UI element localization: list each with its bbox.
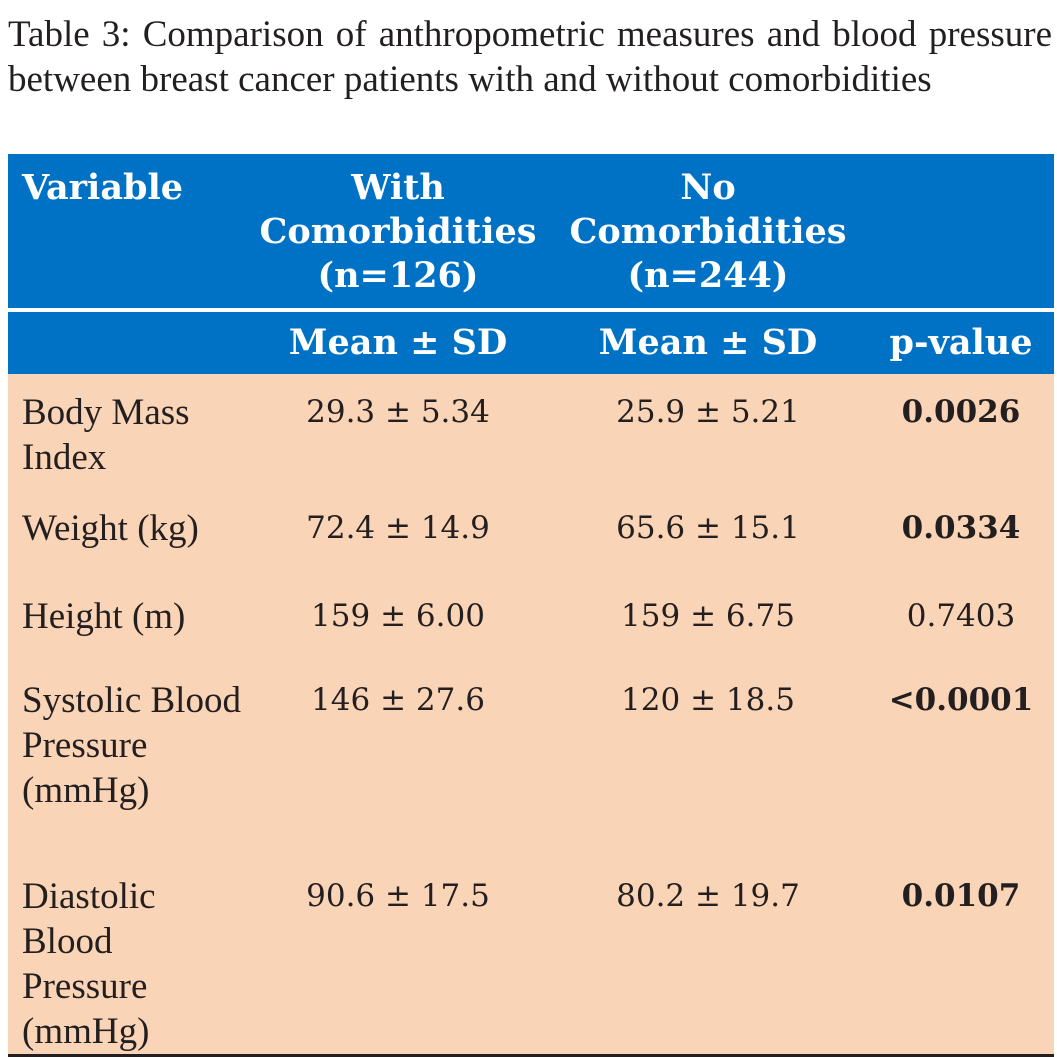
table-header: Variable With Comorbidities (n=126) No C…	[8, 154, 1054, 374]
row-variable: Body Mass Index	[8, 374, 248, 490]
row-with-value: 159 ± 6.00	[248, 578, 548, 662]
row-without-value: 25.9 ± 5.21	[548, 374, 868, 490]
header-row-stats: Mean ± SD Mean ± SD p-value	[8, 308, 1054, 374]
row-with-value: 90.6 ± 17.5	[248, 858, 548, 1057]
table-body: Body Mass Index 29.3 ± 5.34 25.9 ± 5.21 …	[8, 374, 1054, 1057]
row-p-value: 0.0026	[868, 374, 1054, 490]
table-caption: Table 3: Comparison of anthropometric me…	[8, 14, 1052, 100]
row-with-value: 72.4 ± 14.9	[248, 490, 548, 578]
row-p-value: <0.0001	[868, 662, 1054, 858]
row-without-value: 159 ± 6.75	[548, 578, 868, 662]
header-stat-blank	[8, 308, 248, 374]
header-blank	[868, 154, 1054, 310]
header-variable: Variable	[8, 154, 248, 310]
row-p-value: 0.0107	[868, 858, 1054, 1057]
row-p-value: 0.0334	[868, 490, 1054, 578]
table-row: Systolic Blood Pressure (mmHg) 146 ± 27.…	[8, 662, 1054, 858]
row-without-value: 65.6 ± 15.1	[548, 490, 868, 578]
row-variable: Systolic Blood Pressure (mmHg)	[8, 662, 248, 858]
table-row: Height (m) 159 ± 6.00 159 ± 6.75 0.7403	[8, 578, 1054, 662]
header-with-comorbidities: With Comorbidities (n=126)	[248, 154, 548, 310]
header-with-mean-sd: Mean ± SD	[248, 308, 548, 374]
table-row: Weight (kg) 72.4 ± 14.9 65.6 ± 15.1 0.03…	[8, 490, 1054, 578]
row-variable: Weight (kg)	[8, 490, 248, 578]
row-variable: Diastolic Blood Pressure (mmHg)	[8, 858, 248, 1057]
header-p-value: p-value	[868, 308, 1054, 374]
table-row: Diastolic Blood Pressure (mmHg) 90.6 ± 1…	[8, 858, 1054, 1057]
header-no-mean-sd: Mean ± SD	[548, 308, 868, 374]
comparison-table: Variable With Comorbidities (n=126) No C…	[8, 154, 1054, 1057]
header-no-comorbidities: No Comorbidities (n=244)	[548, 154, 868, 310]
table-row: Body Mass Index 29.3 ± 5.34 25.9 ± 5.21 …	[8, 374, 1054, 490]
row-with-value: 146 ± 27.6	[248, 662, 548, 858]
row-without-value: 80.2 ± 19.7	[548, 858, 868, 1057]
row-with-value: 29.3 ± 5.34	[248, 374, 548, 490]
row-p-value: 0.7403	[868, 578, 1054, 662]
row-variable: Height (m)	[8, 578, 248, 662]
row-without-value: 120 ± 18.5	[548, 662, 868, 858]
header-row-groups: Variable With Comorbidities (n=126) No C…	[8, 154, 1054, 310]
